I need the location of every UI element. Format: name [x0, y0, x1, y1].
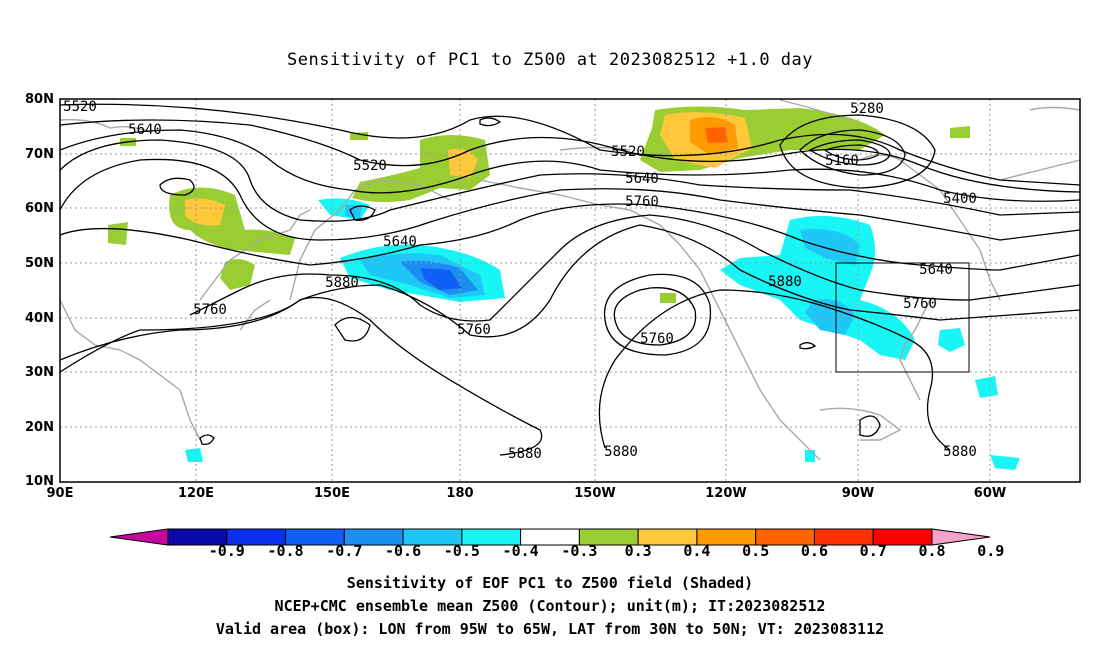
lon-label: 120W [705, 486, 747, 501]
lon-label: 120E [177, 486, 215, 501]
contour-label: 5880 [768, 274, 802, 290]
contour-label: 5520 [611, 144, 645, 160]
lat-label: 40N [25, 311, 54, 326]
contour-label: 5520 [353, 158, 387, 174]
lat-label: 50N [25, 256, 54, 271]
caption-contour: NCEP+CMC ensemble mean Z500 (Contour); u… [274, 597, 826, 615]
lat-label: 30N [25, 365, 54, 380]
valid-area-box [835, 262, 970, 373]
lon-label: 150W [574, 486, 616, 501]
colorbar [109, 528, 991, 546]
contour-label: 5880 [943, 444, 977, 460]
lon-label: 60W [973, 486, 1007, 501]
lon-label: 90E [46, 486, 74, 501]
contour-label: 5280 [850, 101, 884, 117]
lon-label: 180 [446, 486, 474, 501]
contour-label: 5760 [903, 296, 937, 312]
lat-label: 10N [25, 474, 54, 489]
contour-label: 5520 [63, 99, 97, 115]
coastlines [59, 99, 1081, 461]
colorbar-label: 0.5 [742, 542, 770, 560]
contour-label: 5760 [457, 322, 491, 338]
contour-label: 5400 [943, 191, 977, 207]
lon-label: 90W [841, 486, 875, 501]
colorbar-label: 0.6 [800, 542, 828, 560]
plot-title: Sensitivity of PC1 to Z500 at 2023082512… [286, 50, 813, 70]
contour-label: 5160 [825, 153, 859, 169]
colorbar-label: -0.3 [561, 542, 598, 560]
contour-label: 5760 [625, 194, 659, 210]
colorbar-label: -0.5 [443, 542, 480, 560]
lat-label: 60N [25, 201, 54, 216]
colorbar-label: -0.8 [267, 542, 304, 560]
colorbar-label: 0.3 [624, 542, 652, 560]
contour-label: 5640 [919, 262, 953, 278]
lat-label: 80N [25, 92, 54, 107]
caption-valid-area: Valid area (box): LON from 95W to 65W, L… [215, 620, 885, 638]
lon-label: 150E [313, 486, 351, 501]
colorbar-label: -0.6 [385, 542, 422, 560]
contour-label: 5760 [193, 302, 227, 318]
colorbar-min-arrow [109, 528, 169, 546]
contour-labels: 5520 5640 5520 5640 5880 5760 5520 5640 … [63, 99, 977, 462]
colorbar-label: 0.9 [977, 542, 1005, 560]
caption-shading: Sensitivity of EOF PC1 to Z500 field (Sh… [346, 574, 754, 592]
colorbar-label: 0.4 [683, 542, 711, 560]
colorbar-label: -0.7 [326, 542, 363, 560]
contour-label: 5640 [128, 122, 162, 138]
colorbar-label: 0.7 [859, 542, 887, 560]
contour-label: 5880 [508, 446, 542, 462]
contour-label: 5760 [640, 331, 674, 347]
contour-label: 5640 [383, 234, 417, 250]
lat-label: 70N [25, 147, 54, 162]
map-area [60, 99, 1080, 482]
colorbar-label: -0.9 [208, 542, 245, 560]
contour-label: 5880 [325, 275, 359, 291]
colorbar-label: 0.8 [918, 542, 946, 560]
contour-label: 5640 [625, 171, 659, 187]
colorbar-max-arrow [931, 528, 991, 546]
map-frame [59, 98, 1081, 483]
contour-label: 5880 [604, 444, 638, 460]
lat-label: 20N [25, 420, 54, 435]
colorbar-label: -0.4 [502, 542, 539, 560]
z500-contours [59, 103, 1081, 456]
